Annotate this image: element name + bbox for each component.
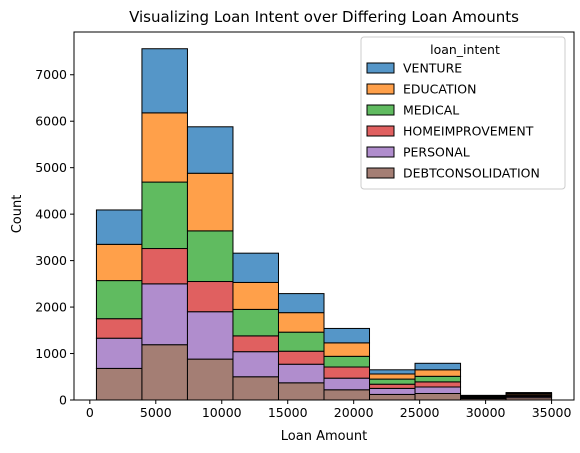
legend-swatch-medical [366,104,395,116]
bar-education-bin-4 [232,281,279,310]
chart-title: Visualizing Loan Intent over Differing L… [129,8,519,26]
bar-homeimprovement-bin-1 [95,318,143,339]
legend-label-venture: VENTURE [403,61,462,76]
bar-debtconsolidation-bin-5 [277,382,325,401]
x-tick-label: 30000 [466,405,506,420]
legend: loan_intent VENTURE EDUCATION MEDICAL HOMEIM… [360,36,566,190]
legend-title: loan_intent [430,42,500,57]
bar-medical-bin-8 [414,375,462,383]
legend-label-debtconsolidation: DEBTCONSOLIDATION [403,166,540,181]
bar-homeimprovement-bin-2 [141,248,188,285]
x-tick-label: 10000 [202,405,242,420]
bar-venture-bin-2 [141,48,188,114]
y-axis-label: Count [10,195,25,234]
bar-education-bin-5 [277,312,325,333]
bar-personal-bin-3 [186,311,234,360]
bar-homeimprovement-bin-4 [232,335,279,353]
bar-debtconsolidation-bin-6 [323,389,371,401]
legend-swatch-personal [366,146,395,158]
y-tick-label: 7000 [35,67,67,82]
bar-education-bin-8 [414,369,462,377]
bar-medical-bin-5 [277,331,325,352]
x-axis-label: Loan Amount [281,429,367,444]
bar-personal-bin-6 [323,377,371,391]
bar-medical-bin-1 [95,280,143,320]
y-tick-label: 1000 [35,346,67,361]
bar-homeimprovement-bin-3 [186,281,234,313]
bar-education-bin-1 [95,243,143,282]
legend-label-education: EDUCATION [403,82,477,97]
bar-medical-bin-7 [369,378,416,385]
legend-swatch-debtconsolidation [366,167,395,179]
y-tick-label: 0 [59,393,67,408]
bar-debtconsolidation-bin-3 [186,358,234,401]
x-tick-label: 15000 [268,405,308,420]
x-tick-label: 0 [86,405,94,420]
bar-venture-bin-6 [323,327,371,344]
legend-swatch-venture [366,62,395,74]
bar-venture-bin-7 [369,369,416,375]
bar-debtconsolidation-bin-7 [369,393,416,401]
bar-homeimprovement-bin-5 [277,350,325,365]
y-tick-label: 4000 [35,207,67,222]
bar-personal-bin-8 [414,386,462,394]
axes-frame [73,31,575,401]
bar-personal-bin-2 [141,283,188,346]
bar-debtconsolidation-bin-4 [232,376,279,401]
bar-personal-bin-4 [232,351,279,378]
bar-debtconsolidation-bin-8 [414,392,462,401]
bar-medical-bin-2 [141,181,188,250]
bar-debtconsolidation-bin-1 [95,367,143,401]
bar-personal-bin-7 [369,387,416,395]
legend-swatch-education [366,83,395,95]
bar-debtconsolidation-bin-2 [141,344,188,401]
y-tick-label: 6000 [35,114,67,129]
legend-label-personal: PERSONAL [403,145,470,160]
x-tick-label: 5000 [140,405,172,420]
bar-venture-bin-10 [505,392,553,394]
y-tick-label: 3000 [35,253,67,268]
bar-venture-bin-1 [95,209,143,245]
legend-label-homeimprovement: HOMEIMPROVEMENT [403,124,534,139]
bar-venture-bin-8 [414,362,462,371]
bar-homeimprovement-bin-7 [369,383,416,389]
bar-medical-bin-3 [186,230,234,283]
bar-education-bin-6 [323,342,371,357]
y-tick-label: 2000 [35,300,67,315]
bar-personal-bin-1 [95,337,143,369]
bar-venture-bin-5 [277,293,325,314]
x-tick-label: 25000 [400,405,440,420]
bar-venture-bin-3 [186,126,234,174]
x-axis: 0 5000 10000 15000 20000 25000 30000 35000 [86,400,572,420]
legend-swatch-homeimprovement [366,125,395,137]
y-axis: 0 1000 2000 3000 4000 5000 6000 7000 [35,67,74,408]
bars-group [95,48,553,401]
bar-education-bin-2 [141,112,188,183]
bar-personal-bin-5 [277,363,325,384]
bar-education-bin-7 [369,373,416,380]
bar-medical-bin-4 [232,308,279,337]
axes-spines [73,31,575,401]
bar-homeimprovement-bin-6 [323,366,371,379]
bar-homeimprovement-bin-8 [414,381,462,388]
bar-medical-bin-6 [323,355,371,368]
legend-box [360,36,566,190]
x-tick-label: 35000 [532,405,572,420]
y-tick-label: 5000 [35,160,67,175]
legend-label-medical: MEDICAL [403,103,459,118]
bar-venture-bin-4 [232,252,279,283]
bar-education-bin-3 [186,172,234,232]
x-tick-label: 20000 [334,405,374,420]
